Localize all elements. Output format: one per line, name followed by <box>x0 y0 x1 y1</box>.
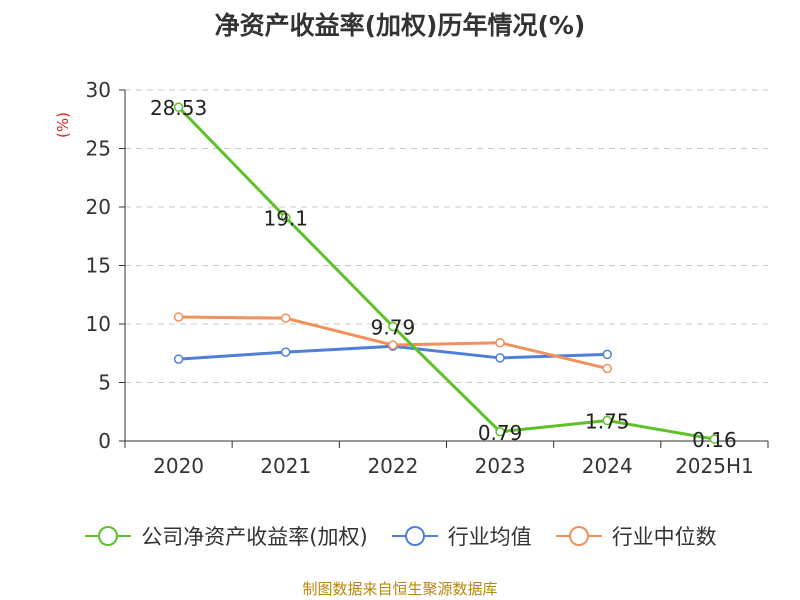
data-label: 19.1 <box>263 207 308 231</box>
legend-label: 公司净资产收益率(加权) <box>141 525 368 549</box>
legend-swatch <box>555 526 602 546</box>
data-point <box>281 313 291 323</box>
data-label: 28.53 <box>150 96 207 120</box>
data-point <box>388 340 398 350</box>
data-point <box>173 312 184 322</box>
data-point <box>602 363 612 374</box>
data-point <box>709 434 720 444</box>
legend-item[interactable]: 行业均值 <box>390 521 532 551</box>
legend-label: 行业均值 <box>447 525 532 549</box>
data-point <box>495 353 505 363</box>
data-point <box>281 212 291 223</box>
x-tick-label: 2022 <box>367 454 418 478</box>
x-tick-label: 2020 <box>153 454 204 478</box>
legend-swatch <box>391 526 438 546</box>
data-label: 0.79 <box>478 421 523 445</box>
data-point <box>173 102 184 112</box>
data-point <box>388 321 398 332</box>
y-tick-label: 30 <box>86 78 111 102</box>
legend-marker <box>404 526 425 546</box>
source-note: 制图数据来自恒生聚源数据库 <box>302 580 498 598</box>
y-tick-label: 5 <box>98 371 111 395</box>
legend-swatch <box>85 526 132 546</box>
y-tick-label: 15 <box>86 254 111 278</box>
data-point <box>173 354 184 364</box>
chart-title: 净资产收益率(加权)历年情况(%) <box>214 11 586 40</box>
legend-item[interactable]: 行业中位数 <box>554 521 717 551</box>
legend-marker <box>98 526 119 546</box>
legend-label: 行业中位数 <box>611 525 717 549</box>
data-label: 0.16 <box>692 428 737 452</box>
data-labels: 28.53 19.1 9.79 0.79 1.75 0.16 <box>150 96 737 452</box>
data-point <box>281 347 291 357</box>
legend-item[interactable]: 公司净资产收益率(加权) <box>83 521 368 551</box>
data-point <box>495 427 505 437</box>
x-tick-label: 2024 <box>582 454 633 478</box>
x-tick-label: 2023 <box>475 454 526 478</box>
legend-marker <box>568 526 589 546</box>
y-tick-label: 25 <box>86 137 111 161</box>
y-tick-label: 10 <box>86 312 111 336</box>
legend: 公司净资产收益率(加权) 行业均值 行业中位数 <box>0 518 800 554</box>
series-line <box>177 106 715 441</box>
y-tick-label: 20 <box>86 195 111 219</box>
data-point <box>602 349 612 360</box>
x-tick-label: 2021 <box>260 454 311 478</box>
data-label: 9.79 <box>371 315 416 339</box>
data-point <box>495 337 505 348</box>
grid-lines <box>125 89 768 383</box>
series-lines <box>173 102 720 444</box>
x-tick-label: 2025H1 <box>675 454 754 478</box>
axes: 0 5 10 15 20 25 30 (%) 2020 2021 2022 2023 2024 2025H… <box>54 78 769 478</box>
y-axis-label: (%) <box>54 112 72 138</box>
y-tick-label: 0 <box>98 429 111 453</box>
data-label: 1.75 <box>585 410 630 434</box>
data-point <box>602 415 612 426</box>
